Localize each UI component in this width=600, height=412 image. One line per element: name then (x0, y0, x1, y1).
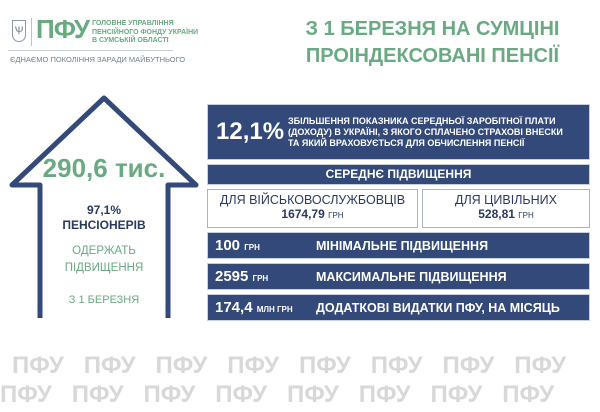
watermark-text: ПФУ (155, 352, 208, 379)
watermark-text: ПФУ (370, 352, 423, 379)
logo-org: ГОЛОВНЕ УПРАВЛІННЯ ПЕНСІЙНОГО ФОНДУ УКРА… (92, 20, 222, 46)
pensioner-count: 290,6 тис. (42, 153, 166, 183)
military-unit: ГРН (328, 211, 344, 220)
watermark-text: ПФУ (514, 352, 566, 379)
receive-label-2: ПІДВИЩЕННЯ (64, 262, 144, 274)
watermark-text: ПФУ (143, 381, 196, 408)
trident-icon: Ѱ (12, 20, 26, 42)
watermark-text: ПФУ (502, 381, 554, 408)
date-label: З 1 БЕРЕЗНЯ (68, 294, 140, 306)
pensioner-percent: 97,1% (86, 203, 122, 217)
row-unit: МЛН ГРН (256, 305, 293, 314)
watermark-row: ПФУ ПФУ ПФУ ПФУ ПФУ ПФУ ПФУ ПФУ (0, 381, 600, 409)
index-desc-line: ЗБІЛЬШЕННЯ ПОКАЗНИКА СЕРЕДНЬОЇ ЗАРОБІТНО… (288, 115, 556, 126)
max-increase-row: 2595 ГРН МАКСИМАЛЬНЕ ПІДВИЩЕННЯ (207, 263, 590, 290)
row-value: 100 (215, 237, 241, 254)
military-box: ДЛЯ ВІЙСЬКОВОСЛУЖБОВЦІВ 1674,79 ГРН (207, 189, 418, 228)
row-value: 174,4 (215, 299, 253, 316)
logo-org-line: ПЕНСІЙНОГО ФОНДУ УКРАЇНИ (92, 28, 199, 36)
row-label: МАКСИМАЛЬНЕ ПІДВИЩЕННЯ (316, 269, 507, 284)
civil-unit: ГРН (518, 211, 534, 220)
logo-brand: ПФУ (36, 14, 90, 44)
watermark-text: ПФУ (227, 352, 279, 379)
house-arrow-icon (9, 95, 199, 318)
row-label: ДОДАТКОВІ ВИДАТКИ ПФУ, НА МІСЯЦЬ (316, 300, 560, 315)
extra-expenses-row: 174,4 МЛН ГРН ДОДАТКОВІ ВИДАТКИ ПФУ, НА … (207, 294, 590, 321)
logo-org-line: ГОЛОВНЕ УПРАВЛІННЯ (92, 20, 174, 27)
civil-label: ДЛЯ ЦИВІЛЬНИХ (455, 193, 557, 207)
military-value: 1674,79 (281, 207, 325, 221)
logo-slogan: ЄДНАЄМО ПОКОЛІННЯ ЗАРАДИ МАЙБУТНЬОГО (10, 55, 186, 64)
watermark-row: ПФУ ПФУ ПФУ ПФУ ПФУ ПФУ ПФУ ПФУ (12, 352, 600, 380)
row-value: 2595 (215, 268, 249, 285)
logo-rule (8, 50, 173, 51)
watermark-text: ПФУ (299, 352, 351, 379)
logo-org-line: В СУМСЬКІЙ ОБЛАСТІ (92, 37, 169, 44)
index-panel: 12,1% ЗБІЛЬШЕННЯ ПОКАЗНИКА СЕРЕДНЬОЇ ЗАР… (207, 104, 590, 160)
watermark-text: ПФУ (83, 352, 136, 379)
watermark-text: ПФУ (358, 381, 411, 408)
index-value: 12,1% (216, 118, 285, 145)
watermark-text: ПФУ (430, 381, 483, 408)
watermark-text: ПФУ (12, 352, 64, 379)
row-unit: ГРН (244, 243, 260, 252)
page-title-line1: З 1 БЕРЕЗНЯ НА СУМЦІНІ (305, 18, 560, 40)
average-heading: СЕРЕДНЄ ПІДВИЩЕННЯ (207, 164, 590, 185)
min-increase-row: 100 ГРН МІНІМАЛЬНЕ ПІДВИЩЕННЯ (207, 232, 590, 259)
logo-divider (31, 18, 32, 46)
watermark-text: ПФУ (287, 381, 339, 408)
watermark-text: ПФУ (442, 352, 495, 379)
watermark-text: ПФУ (0, 381, 52, 408)
watermark-text: ПФУ (215, 381, 267, 408)
watermark-text: ПФУ (71, 381, 124, 408)
index-desc-line: ТА ЯКИЙ ВРАХОВУЄТЬСЯ ДЛЯ ОБЧИСЛЕННЯ ПЕНС… (288, 137, 525, 148)
index-desc-line: (ДОХОДУ) В УКРАЇНІ, З ЯКОГО СПЛАЧЕНО СТР… (288, 126, 563, 137)
row-unit: ГРН (252, 274, 269, 283)
civil-value: 528,81 (478, 207, 515, 221)
receive-label-1: ОДЕРЖАТЬ (72, 245, 136, 257)
page-title-line2: ПРОІНДЕКСОВАНІ ПЕНСІЇ (305, 45, 560, 67)
civil-box: ДЛЯ ЦИВІЛЬНИХ 528,81 ГРН (422, 189, 590, 228)
row-label: МІНІМАЛЬНЕ ПІДВИЩЕННЯ (316, 238, 489, 253)
index-description: ЗБІЛЬШЕННЯ ПОКАЗНИКА СЕРЕДНЬОЇ ЗАРОБІТНО… (288, 116, 581, 149)
average-boxes: ДЛЯ ВІЙСЬКОВОСЛУЖБОВЦІВ 1674,79 ГРН ДЛЯ … (207, 189, 590, 228)
military-label: ДЛЯ ВІЙСЬКОВОСЛУЖБОВЦІВ (219, 193, 406, 207)
pensioners-label: ПЕНСІОНЕРІВ (62, 218, 146, 232)
stats-column: 12,1% ЗБІЛЬШЕННЯ ПОКАЗНИКА СЕРЕДНЬОЇ ЗАР… (207, 104, 590, 321)
